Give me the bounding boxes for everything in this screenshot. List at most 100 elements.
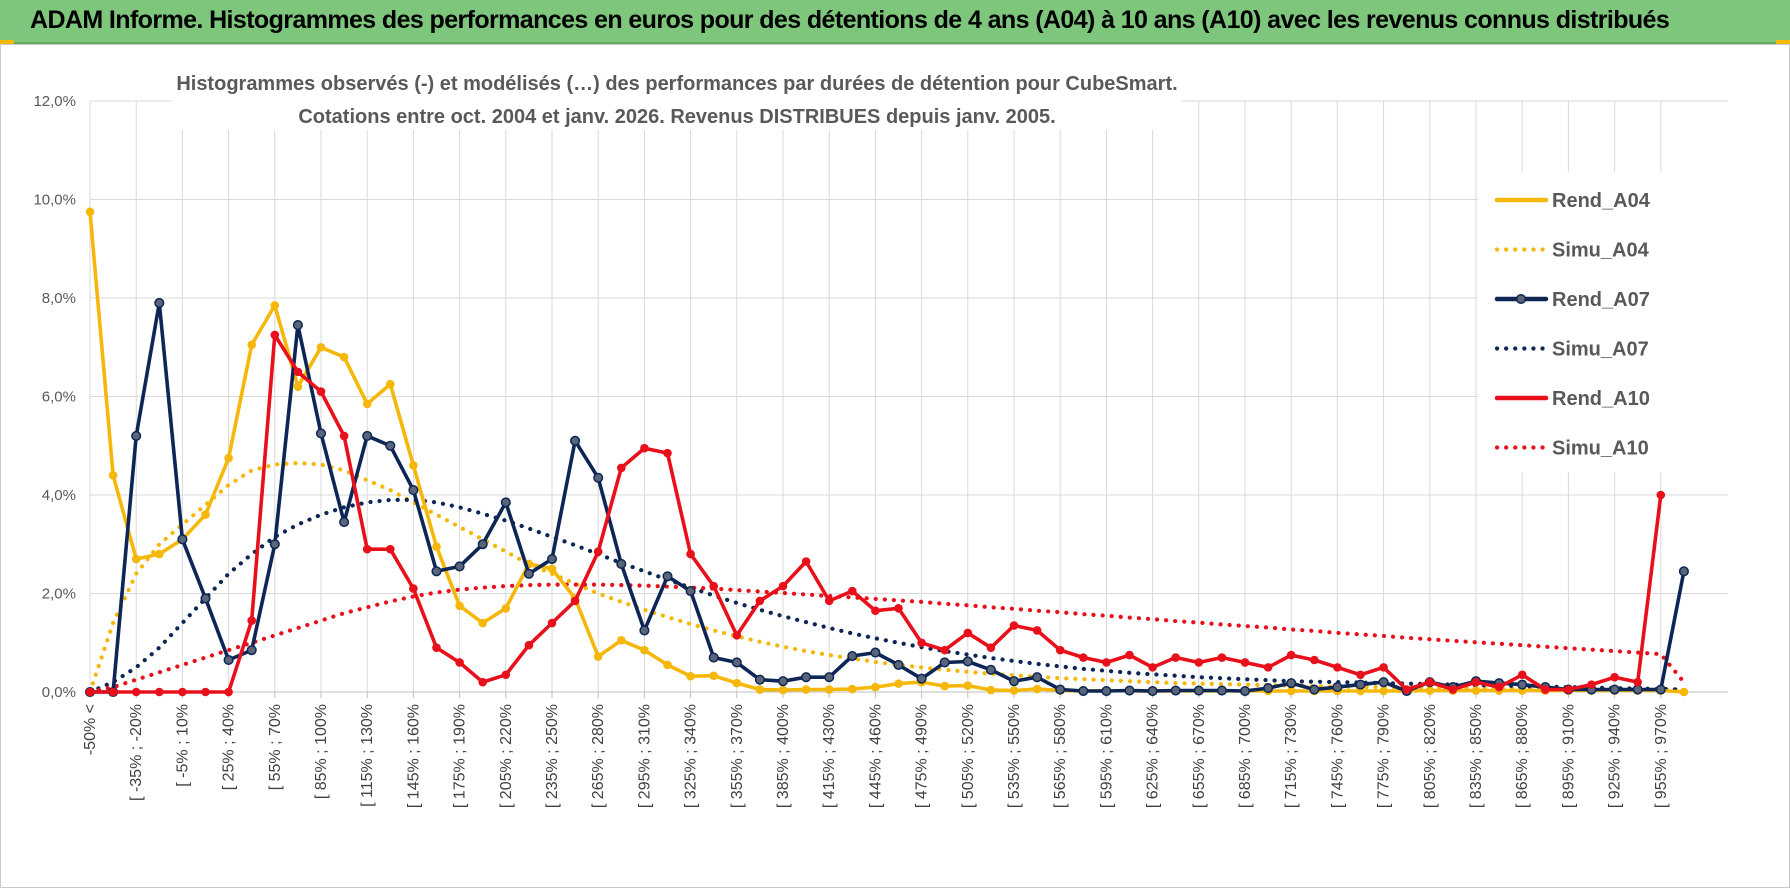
- x-tick-label: [ 685% ; 700%: [1237, 704, 1254, 808]
- data-point: [315, 428, 327, 439]
- data-point: [131, 687, 141, 697]
- data-point: [1494, 682, 1504, 692]
- data-point: [1610, 672, 1619, 682]
- data-point: [177, 534, 188, 545]
- data-point: [593, 472, 604, 483]
- data-point: [200, 593, 211, 604]
- data-point: [292, 320, 303, 331]
- data-point: [339, 352, 349, 362]
- data-point: [986, 685, 996, 695]
- data-point: [708, 652, 719, 663]
- data-point: [894, 603, 903, 613]
- data-point: [848, 586, 857, 596]
- data-point: [178, 687, 187, 697]
- data-point: [362, 544, 372, 554]
- data-point: [1448, 685, 1458, 694]
- data-point: [1286, 678, 1297, 689]
- data-point: [154, 297, 165, 308]
- x-tick-label: [ 445% ; 460%: [867, 704, 884, 808]
- data-point: [940, 681, 949, 691]
- data-point: [963, 681, 973, 690]
- y-tick-label: 0,0%: [42, 684, 76, 701]
- x-tick-label: [ 625% ; 640%: [1145, 704, 1162, 808]
- data-point: [455, 601, 464, 611]
- x-tick-label: [ 925% ; 940%: [1607, 704, 1624, 808]
- data-point: [454, 561, 465, 572]
- x-tick-label: [ 115% ; 130%: [359, 704, 376, 807]
- data-point: [224, 687, 233, 697]
- data-point: [546, 553, 558, 565]
- data-point: [1379, 663, 1388, 672]
- data-point: [801, 685, 811, 694]
- legend-label: Simu_A04: [1552, 240, 1650, 262]
- x-tick-label: [ -35% ; -20%: [128, 704, 145, 801]
- data-point: [85, 207, 95, 217]
- data-point: [523, 568, 534, 579]
- data-point: [1286, 686, 1296, 696]
- data-point: [685, 585, 696, 597]
- data-point: [1079, 653, 1088, 662]
- x-tick-label: [ 295% ; 310%: [636, 704, 653, 808]
- data-point: [1355, 679, 1366, 690]
- data-point: [663, 448, 672, 458]
- data-point: [1008, 676, 1020, 687]
- data-point: [155, 687, 164, 697]
- data-point: [847, 650, 858, 662]
- data-point: [1124, 685, 1135, 696]
- data-point: [1194, 658, 1204, 667]
- data-point: [1216, 685, 1227, 696]
- chart-title-line-1: Histogrammes observés (-) et modélisés (…: [176, 73, 1177, 95]
- data-point: [848, 684, 857, 694]
- data-point: [1171, 653, 1180, 662]
- data-point: [1679, 687, 1689, 697]
- x-tick-label: [ 505% ; 520%: [960, 704, 977, 808]
- data-point: [639, 625, 650, 636]
- x-tick-label: [ 475% ; 490%: [914, 704, 931, 808]
- data-point: [1078, 685, 1089, 697]
- data-point: [777, 676, 789, 687]
- data-point: [593, 652, 603, 661]
- y-tick-label: 8,0%: [42, 290, 76, 307]
- data-point: [524, 640, 534, 650]
- data-point: [201, 687, 210, 697]
- data-point: [616, 558, 627, 570]
- data-point: [131, 554, 141, 564]
- data-point: [709, 671, 718, 681]
- x-tick-label: [ 535% ; 550%: [1006, 704, 1023, 808]
- x-tick-label: [ 565% ; 580%: [1052, 704, 1069, 808]
- legend-label: Rend_A07: [1552, 289, 1650, 311]
- chart-title-bg: [172, 64, 1182, 130]
- data-point: [501, 603, 511, 613]
- data-point: [686, 671, 695, 681]
- legend-marker: [1515, 293, 1527, 305]
- data-point: [108, 471, 118, 480]
- report-title: ADAM Informe. Histogrammes des performan…: [30, 6, 1670, 34]
- y-tick-label: 12,0%: [33, 93, 76, 110]
- x-tick-label: [ 145% ; 160%: [405, 704, 422, 808]
- data-point: [1125, 650, 1134, 660]
- data-point: [1217, 653, 1227, 662]
- data-point: [385, 440, 396, 451]
- data-point: [1286, 650, 1296, 660]
- data-point: [1678, 566, 1689, 577]
- x-tick-label: [ 655% ; 670%: [1191, 704, 1208, 808]
- data-point: [223, 654, 234, 666]
- data-point: [339, 517, 350, 528]
- data-point: [478, 618, 488, 628]
- data-point: [386, 544, 395, 554]
- data-point: [732, 631, 742, 640]
- data-point: [1148, 663, 1157, 672]
- x-tick-label: -50% <: [82, 704, 99, 755]
- x-tick-label: [ -5% ; 10%: [174, 704, 191, 787]
- data-point: [1009, 686, 1019, 695]
- data-point: [432, 643, 441, 652]
- series-line-rend-a04: [88, 210, 1686, 694]
- data-point: [593, 547, 603, 556]
- data-point: [893, 659, 904, 670]
- x-tick-label: [ 595% ; 610%: [1098, 704, 1115, 808]
- data-point: [1655, 684, 1666, 695]
- data-point: [362, 430, 373, 441]
- y-tick-label: 4,0%: [42, 487, 76, 504]
- data-point: [547, 618, 557, 628]
